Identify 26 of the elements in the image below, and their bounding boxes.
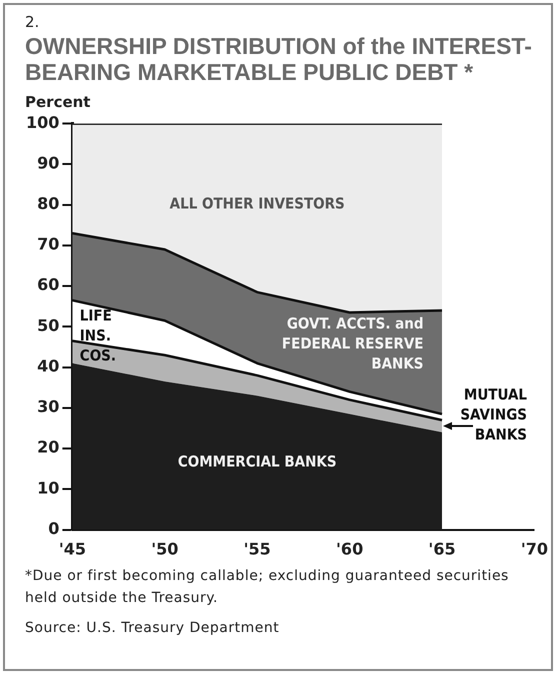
x-tick-label: '65 bbox=[428, 540, 456, 559]
y-tick-label: 80 bbox=[37, 194, 60, 213]
source-note: Source: U.S. Treasury Department bbox=[25, 619, 280, 638]
x-tick-label: '50 bbox=[151, 540, 178, 559]
x-tick-label: '45 bbox=[58, 540, 86, 559]
series-label: COMMERCIAL BANKS bbox=[178, 452, 337, 471]
y-tick-label: 40 bbox=[37, 356, 60, 376]
y-tick-label: 0 bbox=[48, 518, 60, 538]
x-tick-label: '70 bbox=[520, 540, 548, 559]
y-tick-label: 70 bbox=[37, 234, 60, 254]
series-label: MUTUAL SAVINGS BANKS bbox=[460, 386, 528, 444]
y-axis-title: Percent bbox=[25, 93, 90, 111]
text: 2. bbox=[25, 13, 40, 31]
y-tick-label: 20 bbox=[37, 438, 60, 457]
y-tick-label: 10 bbox=[37, 478, 60, 498]
series-label: LIFE INS. COS. bbox=[80, 306, 116, 364]
text: *Due or first becoming callable; excluding guaranteed securities held outside the Treasury. bbox=[25, 567, 510, 608]
x-tick-label: '60 bbox=[336, 540, 364, 559]
series-label: GOVT. ACCTS. and FEDERAL RESERVE BANKS bbox=[282, 314, 424, 373]
x-tick-label: '55 bbox=[244, 540, 271, 559]
y-tick-label: 90 bbox=[37, 153, 60, 172]
chart-title: OWNERSHIP DISTRIBUTION of the INTEREST-BEARING MARKETABLE PUBLIC DEBT * bbox=[25, 33, 533, 85]
y-tick-label: 60 bbox=[37, 275, 60, 294]
y-tick-label: 100 bbox=[26, 112, 60, 132]
y-tick-label: 50 bbox=[37, 316, 60, 335]
y-tick-label: 30 bbox=[37, 397, 60, 416]
